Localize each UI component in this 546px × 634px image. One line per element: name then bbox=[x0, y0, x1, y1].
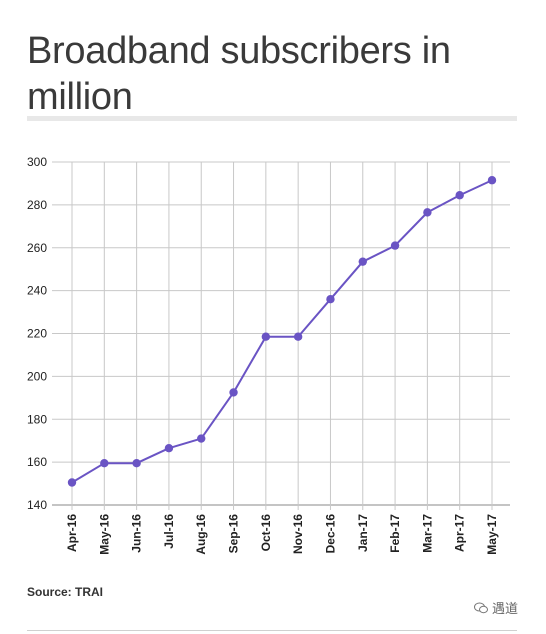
data-point bbox=[261, 332, 271, 341]
y-tick-label: 140 bbox=[27, 498, 47, 512]
x-tick-label: Aug-16 bbox=[194, 514, 208, 555]
watermark: 遇道 bbox=[474, 598, 518, 617]
watermark-text: 遇道 bbox=[492, 601, 519, 616]
x-tick-label: Mar-17 bbox=[420, 514, 434, 553]
y-tick-label: 300 bbox=[27, 155, 47, 169]
data-point bbox=[390, 241, 400, 250]
chart-title: Broadband subscribers in million bbox=[27, 30, 451, 118]
data-point bbox=[293, 332, 303, 341]
series-line-layer bbox=[71, 179, 493, 484]
title-divider bbox=[27, 116, 517, 121]
x-axis-ticks: Apr-16 May-16 Jun-16 Jul-16 Aug-16 Sep-16 Oct-… bbox=[65, 514, 499, 555]
x-tick-label: May-16 bbox=[97, 514, 111, 555]
footer-divider bbox=[27, 630, 517, 631]
data-point bbox=[423, 208, 432, 217]
data-point bbox=[487, 176, 497, 185]
data-point bbox=[100, 458, 109, 468]
x-tick-label: Dec-16 bbox=[323, 514, 337, 554]
data-point bbox=[326, 295, 335, 304]
series-line bbox=[71, 179, 493, 484]
y-tick-label: 180 bbox=[27, 412, 47, 426]
x-tick-label: Jul-16 bbox=[162, 514, 176, 549]
x-tick-label: Jun-16 bbox=[130, 514, 144, 553]
y-tick-label: 240 bbox=[27, 284, 47, 298]
data-point bbox=[358, 257, 367, 266]
data-point bbox=[455, 191, 464, 200]
x-tick-label: Apr-17 bbox=[453, 514, 467, 552]
data-point bbox=[229, 388, 238, 397]
x-tick-label: Feb-17 bbox=[388, 514, 402, 553]
source-note: Source: TRAI bbox=[27, 585, 104, 599]
x-tick-label: May-17 bbox=[485, 514, 499, 555]
x-tick-label: Oct-16 bbox=[259, 514, 273, 552]
y-tick-label: 220 bbox=[27, 327, 47, 341]
y-tick-label: 200 bbox=[27, 369, 47, 383]
data-point bbox=[164, 443, 174, 453]
x-tick-label: Apr-16 bbox=[65, 514, 79, 552]
y-tick-label: 160 bbox=[27, 455, 47, 469]
data-point bbox=[67, 478, 77, 487]
line-chart: 140 160 180 200 220 240 260 280 300 Apr-16 May-16… bbox=[27, 155, 510, 555]
x-tick-label: Sep-16 bbox=[227, 514, 241, 554]
x-tick-label: Jan-17 bbox=[356, 514, 370, 552]
series-points-layer bbox=[67, 176, 497, 487]
y-tick-label: 280 bbox=[27, 198, 47, 212]
y-tick-label: 260 bbox=[27, 241, 47, 255]
grid-layer bbox=[52, 161, 510, 510]
wechat-icon bbox=[474, 602, 488, 613]
data-point bbox=[132, 458, 141, 468]
data-point bbox=[197, 434, 206, 443]
y-axis-ticks: 140 160 180 200 220 240 260 280 300 bbox=[27, 155, 47, 512]
x-tick-label: Nov-16 bbox=[291, 514, 305, 554]
